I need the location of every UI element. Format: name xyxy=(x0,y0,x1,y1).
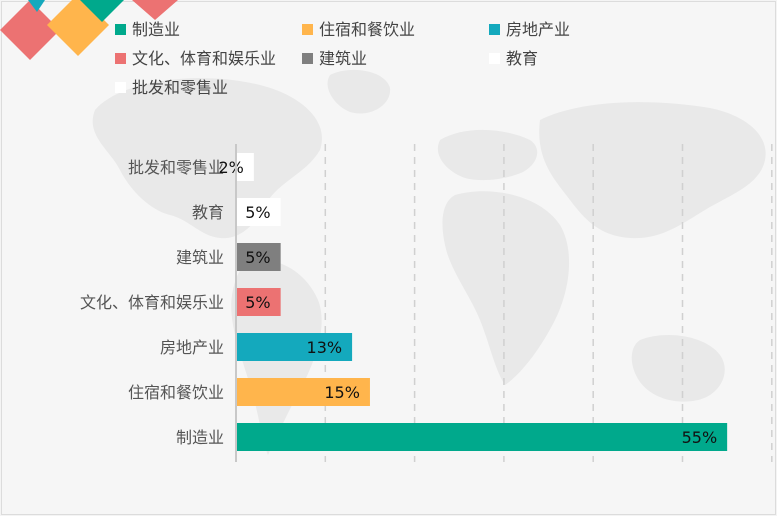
legend-swatch xyxy=(302,24,313,35)
legend-label: 房地产业 xyxy=(506,20,570,39)
legend-swatch xyxy=(115,53,126,64)
map-europe xyxy=(437,129,538,181)
legend-item: 制造业 xyxy=(115,20,180,39)
category-label: 建筑业 xyxy=(176,248,224,267)
legend-label: 教育 xyxy=(506,49,538,68)
legend-label: 文化、体育和娱乐业 xyxy=(132,49,276,68)
decor-diamond-orange xyxy=(47,0,109,56)
category-label: 教育 xyxy=(192,203,224,222)
legend-swatch xyxy=(115,82,126,93)
map-australia xyxy=(631,335,725,402)
legend-label: 批发和零售业 xyxy=(132,78,228,97)
legend-swatch xyxy=(489,24,500,35)
category-label: 住宿和餐饮业 xyxy=(128,383,224,402)
legend-swatch xyxy=(489,53,500,64)
legend-swatch xyxy=(115,24,126,35)
category-label: 房地产业 xyxy=(160,338,224,357)
map-africa xyxy=(442,191,570,385)
legend-item: 文化、体育和娱乐业 xyxy=(115,49,276,68)
bar-value-label: 5% xyxy=(245,248,270,267)
bars-group xyxy=(236,153,728,451)
bar-value-label: 5% xyxy=(245,293,270,312)
decor-diamond-teal xyxy=(28,0,45,12)
legend-item: 房地产业 xyxy=(489,20,570,39)
legend-item: 住宿和餐饮业 xyxy=(302,20,415,39)
legend-swatch xyxy=(302,53,313,64)
bar xyxy=(236,333,353,361)
bar xyxy=(236,153,254,181)
bar xyxy=(236,423,728,451)
map-asia xyxy=(539,102,766,239)
value-labels: 2% 5% 5% 5% 13% 15% 55% xyxy=(218,158,717,447)
category-label: 制造业 xyxy=(176,428,224,447)
legend-label: 住宿和餐饮业 xyxy=(319,20,415,39)
legend-item: 教育 xyxy=(489,49,538,68)
bar-value-label: 2% xyxy=(218,158,243,177)
grid-lines xyxy=(324,144,773,462)
world-map-background xyxy=(92,69,766,455)
category-label: 文化、体育和娱乐业 xyxy=(80,293,224,312)
corner-decoration xyxy=(0,0,178,60)
decor-diamond-red-2 xyxy=(132,0,178,20)
bar xyxy=(236,378,370,406)
legend-label: 建筑业 xyxy=(319,49,367,68)
legend-item: 批发和零售业 xyxy=(115,78,228,97)
legend-label: 制造业 xyxy=(132,20,180,39)
bar xyxy=(236,198,281,226)
legend-item: 建筑业 xyxy=(302,49,367,68)
map-greenland xyxy=(327,69,391,114)
bar-value-label: 15% xyxy=(324,383,360,402)
bar xyxy=(236,288,281,316)
bar-value-label: 13% xyxy=(307,338,343,357)
category-label: 批发和零售业 xyxy=(128,158,224,177)
bar-value-label: 5% xyxy=(245,203,270,222)
bar-value-label: 55% xyxy=(682,428,718,447)
bar xyxy=(236,243,281,271)
decor-diamond-red xyxy=(0,0,60,60)
decor-diamond-green xyxy=(80,0,124,22)
